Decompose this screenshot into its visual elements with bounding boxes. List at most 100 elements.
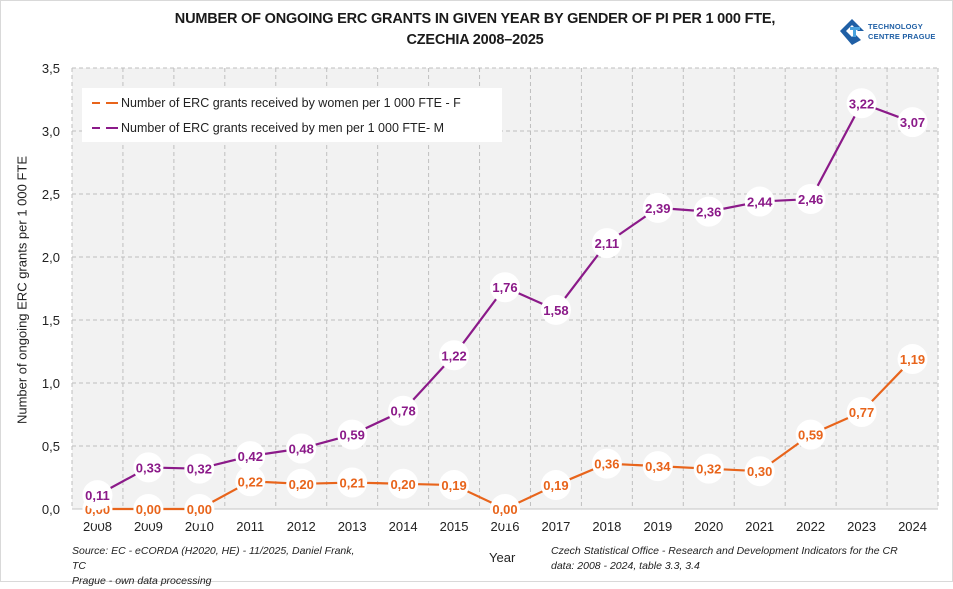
- data-label: 0,42: [238, 449, 263, 464]
- x-tick-label: 2017: [541, 519, 570, 534]
- logo-text-line1: TECHNOLOGY: [868, 22, 923, 31]
- data-label: 0,21: [340, 476, 365, 491]
- data-label-bubble: [439, 470, 470, 501]
- x-tick-label: 2008: [83, 519, 112, 534]
- data-label: 0,19: [543, 478, 568, 493]
- data-label: 0,20: [289, 477, 314, 492]
- data-label: 2,44: [747, 195, 773, 210]
- data-label-bubble: [642, 192, 673, 223]
- data-labels-women: 0,000,000,000,220,200,210,200,190,000,19…: [82, 344, 928, 524]
- data-label: 0,36: [594, 457, 619, 472]
- x-axis-ticks: 2008 2009 2010 2011 2012 2013 2014 2015 2016 2017…: [83, 519, 927, 534]
- y-tick-label: 0,0: [42, 502, 60, 517]
- source-note-right-line2: data: 2008 - 2024, table 3.3, 3.4: [551, 560, 700, 572]
- x-tick-label: 2024: [898, 519, 927, 534]
- logo-text: TECHNOLOGY CENTRE PRAGUE: [868, 22, 936, 42]
- data-label: 0,22: [238, 474, 263, 489]
- x-tick-label: 2012: [287, 519, 316, 534]
- x-axis-label: Year: [489, 550, 516, 565]
- chart-title: NUMBER OF ONGOING ERC GRANTS IN GIVEN YE…: [150, 9, 800, 51]
- data-label-bubble: [846, 88, 877, 119]
- data-label-bubble: [490, 272, 520, 303]
- legend-swatch-women: [92, 102, 118, 104]
- x-tick-label: 2016: [491, 519, 520, 534]
- data-label-bubble: [540, 470, 571, 501]
- y-tick-label: 2,0: [42, 250, 60, 265]
- x-tick-label: 2013: [338, 519, 367, 534]
- data-label: 0,32: [696, 462, 721, 477]
- data-label-bubble: [184, 494, 215, 524]
- data-label-bubble: [235, 466, 266, 497]
- data-label: 0,00: [136, 502, 161, 517]
- data-label-bubble: [897, 107, 928, 138]
- data-label-bubble: [591, 448, 622, 479]
- data-label: 0,19: [441, 478, 466, 493]
- chart-title-line1: NUMBER OF ONGOING ERC GRANTS IN GIVEN YE…: [174, 11, 776, 27]
- data-label: 1,76: [492, 280, 517, 295]
- data-label-bubble: [286, 433, 317, 464]
- data-label: 0,48: [289, 442, 314, 457]
- data-label-bubble: [82, 480, 113, 511]
- y-tick-label: 0,5: [42, 439, 60, 454]
- logo-text-line2: CENTRE PRAGUE: [868, 32, 936, 41]
- data-label-bubble: [744, 186, 775, 217]
- data-label-bubble: [744, 456, 775, 487]
- data-label: 2,46: [798, 192, 823, 207]
- x-tick-label: 2014: [389, 519, 418, 534]
- x-tick-label: 2015: [440, 519, 469, 534]
- data-label-bubble: [897, 344, 928, 375]
- data-label-bubble: [388, 395, 419, 426]
- x-tick-label: 2010: [185, 519, 214, 534]
- data-label-bubble: [693, 453, 724, 484]
- x-tick-label: 2011: [236, 519, 264, 534]
- data-label: 3,22: [849, 96, 874, 111]
- y-tick-label: 1,0: [42, 376, 60, 391]
- chart-title-line2: CZECHIA 2008–2025: [406, 32, 544, 48]
- data-label-bubble: [540, 294, 571, 325]
- y-tick-label: 1,5: [42, 313, 60, 328]
- data-label: 0,00: [187, 502, 212, 517]
- data-label: 0,59: [340, 428, 365, 443]
- y-axis-label: Number of ongoing ERC grants per 1 000 F…: [14, 155, 30, 425]
- legend-item-women: Number of ERC grants received by women p…: [92, 94, 461, 112]
- legend-item-men: Number of ERC grants received by men per…: [92, 119, 444, 137]
- technology-centre-prague-logo: TECHNOLOGY CENTRE PRAGUE: [838, 17, 948, 51]
- y-tick-label: 3,0: [42, 124, 60, 139]
- data-label-bubble: [693, 196, 724, 227]
- source-note-right: Czech Statistical Office - Research and …: [551, 544, 946, 574]
- data-label-bubble: [388, 468, 419, 499]
- y-tick-label: 3,5: [42, 61, 60, 76]
- data-label: 2,11: [595, 236, 620, 251]
- x-tick-label: 2021: [745, 519, 774, 534]
- logo-icon: [840, 19, 864, 45]
- y-axis-ticks: 0,0 0,5 1,0 1,5 2,0 2,5 3,0 3,5: [42, 61, 60, 517]
- x-tick-label: 2022: [796, 519, 825, 534]
- data-label: 0,78: [390, 404, 415, 419]
- data-label-bubble: [642, 451, 673, 482]
- data-label: 3,07: [900, 115, 925, 130]
- x-tick-label: 2023: [847, 519, 876, 534]
- source-note-right-line1: Czech Statistical Office - Research and …: [551, 545, 898, 557]
- data-label: 0,34: [645, 459, 671, 474]
- data-label-bubble: [133, 494, 164, 524]
- legend-label-women: Number of ERC grants received by women p…: [121, 96, 461, 110]
- x-tick-label: 2019: [643, 519, 672, 534]
- data-label: 0,11: [85, 488, 110, 503]
- x-tick-label: 2020: [694, 519, 723, 534]
- data-label-bubble: [439, 340, 470, 371]
- source-note-left-line1: Source: EC - eCORDA (H2020, HE) - 11/202…: [72, 545, 355, 572]
- x-tick-label: 2018: [592, 519, 621, 534]
- data-label: 1,19: [900, 352, 925, 367]
- data-label-bubble: [795, 184, 826, 215]
- data-label-bubble: [184, 453, 215, 484]
- data-label: 1,58: [543, 303, 568, 318]
- data-label: 1,22: [441, 348, 466, 363]
- data-label: 0,30: [747, 464, 772, 479]
- data-label: 0,59: [798, 428, 823, 443]
- data-label-bubble: [337, 467, 368, 498]
- y-tick-label: 2,5: [42, 187, 60, 202]
- data-label: 0,32: [187, 462, 212, 477]
- x-tick-label: 2009: [134, 519, 163, 534]
- source-note-left: Source: EC - eCORDA (H2020, HE) - 11/202…: [72, 544, 362, 589]
- data-label: 2,39: [645, 201, 670, 216]
